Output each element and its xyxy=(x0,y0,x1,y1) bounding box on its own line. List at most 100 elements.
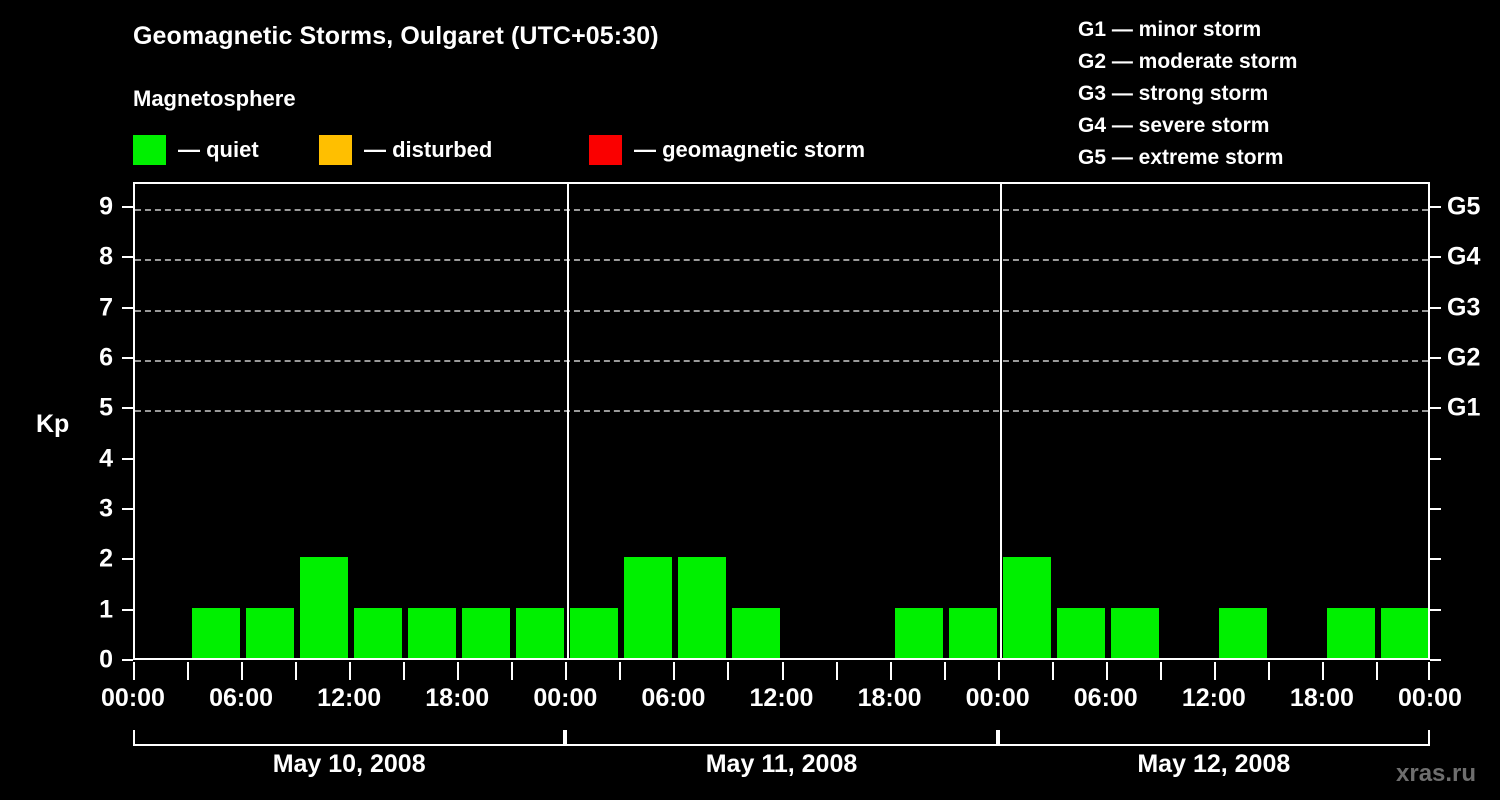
x-axis-tick-label: 18:00 xyxy=(1289,684,1354,712)
x-axis-tick xyxy=(1375,662,1378,680)
kp-bar[interactable] xyxy=(1056,607,1105,658)
g-scale-key-row: G1 — minor storm xyxy=(1078,18,1262,41)
x-axis-tick xyxy=(1321,662,1324,680)
x-axis-tick xyxy=(133,662,135,680)
right-axis-tick xyxy=(1430,206,1441,209)
right-axis-tick-label: G2 xyxy=(1447,343,1481,372)
day-group-axis: May 10, 2008 May 11, 2008 May 12, 2008 xyxy=(133,730,1430,792)
y-axis-tick-label: 7 xyxy=(99,293,113,322)
y-axis-tick xyxy=(122,357,133,360)
kp-bar[interactable] xyxy=(354,607,403,658)
day-group-label: May 12, 2008 xyxy=(1137,750,1291,778)
x-axis-tick xyxy=(187,662,190,680)
x-axis-tick xyxy=(1051,662,1054,680)
g-scale-key-row: G5 — extreme storm xyxy=(1078,146,1284,169)
y-axis-title: Kp xyxy=(36,410,70,438)
y-axis-tick-label: 3 xyxy=(99,494,113,523)
right-axis-tick xyxy=(1430,457,1441,460)
x-axis-tick xyxy=(1267,662,1270,680)
right-axis-tick-label: G1 xyxy=(1447,393,1481,422)
disturbed-swatch xyxy=(319,135,352,165)
chart-subtitle: Magnetosphere xyxy=(133,86,296,111)
y-axis-tick xyxy=(122,407,133,410)
kp-bar[interactable] xyxy=(1002,557,1051,658)
x-axis-tick xyxy=(1213,662,1216,680)
kp-bar[interactable] xyxy=(948,607,997,658)
right-axis-tick-label: G3 xyxy=(1447,293,1481,322)
y-axis-tick-label: 8 xyxy=(99,242,113,271)
x-axis-tick-label: 00:00 xyxy=(965,684,1030,712)
kp-bar[interactable] xyxy=(246,607,295,658)
legend-item[interactable]: — geomagnetic storm xyxy=(589,133,865,167)
x-axis-tick xyxy=(835,662,838,680)
kp-bar[interactable] xyxy=(678,557,727,658)
x-axis-tick xyxy=(403,662,406,680)
right-axis-tick xyxy=(1430,407,1441,410)
quiet-swatch xyxy=(133,135,166,165)
x-axis-tick xyxy=(997,662,1000,680)
legend-item[interactable]: — disturbed xyxy=(319,133,492,167)
y-axis-tick xyxy=(122,206,133,209)
y-axis-tick-label: 0 xyxy=(99,645,113,674)
y-axis-tick xyxy=(122,659,133,661)
x-axis-tick-label: 12:00 xyxy=(749,684,814,712)
g-scale-key-row: G3 — strong storm xyxy=(1078,82,1269,105)
day-separator xyxy=(567,184,570,658)
x-axis-tick-label: 12:00 xyxy=(317,684,382,712)
x-axis-tick-label: 06:00 xyxy=(209,684,274,712)
day-group-bracket xyxy=(565,730,998,746)
kp-bar[interactable] xyxy=(894,607,943,658)
kp-bar[interactable] xyxy=(192,607,241,658)
x-axis-tick-label: 06:00 xyxy=(641,684,706,712)
right-axis-tick xyxy=(1430,306,1441,309)
kp-bar[interactable] xyxy=(624,557,673,658)
x-axis-tick xyxy=(295,662,298,680)
gridline xyxy=(135,259,1428,262)
x-axis-tick xyxy=(1105,662,1108,680)
kp-bar[interactable] xyxy=(462,607,511,658)
kp-bar[interactable] xyxy=(516,607,565,658)
x-axis-tick xyxy=(619,662,622,680)
x-axis-tick xyxy=(457,662,460,680)
legend: — quiet — disturbed — geomagnetic storm xyxy=(133,133,993,167)
g-scale-key-row: G2 — moderate storm xyxy=(1078,50,1298,73)
y-axis-tick-labels: 0 1 2 3 4 5 6 7 8 9 xyxy=(75,182,113,674)
x-axis-tick-label: 12:00 xyxy=(1181,684,1246,712)
x-axis-tick xyxy=(511,662,514,680)
y-axis-tick xyxy=(122,558,133,561)
day-separator xyxy=(999,184,1002,658)
legend-item[interactable]: — quiet xyxy=(133,133,259,167)
right-axis-tick-labels: G1 G2 G3 G4 G5 xyxy=(1447,182,1500,660)
day-group-label: May 10, 2008 xyxy=(272,750,426,778)
right-axis-tick xyxy=(1430,508,1441,511)
kp-bar[interactable] xyxy=(570,607,619,658)
x-axis-tick xyxy=(1428,662,1430,680)
kp-bar[interactable] xyxy=(1110,607,1159,658)
kp-bar[interactable] xyxy=(1326,607,1375,658)
kp-bar[interactable] xyxy=(732,607,781,658)
kp-bar[interactable] xyxy=(300,557,349,658)
x-axis-tick-label: 18:00 xyxy=(857,684,922,712)
gridline xyxy=(135,410,1428,413)
x-axis-tick xyxy=(943,662,946,680)
x-axis-tick-label: 00:00 xyxy=(101,684,165,712)
x-axis-tick xyxy=(727,662,730,680)
kp-bar[interactable] xyxy=(1218,607,1267,658)
y-axis-tick xyxy=(122,457,133,460)
day-group-bracket xyxy=(133,730,566,746)
x-axis-tick-labels: 00:00 06:00 12:00 18:00 00:00 06:00 12:00 18:00… xyxy=(101,684,1462,718)
x-axis-tick xyxy=(565,662,568,680)
plot-inner xyxy=(135,184,1428,658)
right-axis-tick xyxy=(1430,558,1441,561)
y-axis-tick xyxy=(122,256,133,259)
kp-bar[interactable] xyxy=(408,607,457,658)
day-group-label: May 11, 2008 xyxy=(705,750,858,778)
right-axis-tick xyxy=(1430,256,1441,259)
kp-bar[interactable] xyxy=(1380,607,1428,658)
storm-swatch xyxy=(589,135,622,165)
y-axis-tick xyxy=(122,306,133,309)
legend-item-label: — quiet xyxy=(178,137,259,162)
x-axis-tick xyxy=(349,662,352,680)
x-axis-tick-label: 00:00 xyxy=(1398,684,1462,712)
g-scale-key-row: G4 — severe storm xyxy=(1078,114,1270,137)
